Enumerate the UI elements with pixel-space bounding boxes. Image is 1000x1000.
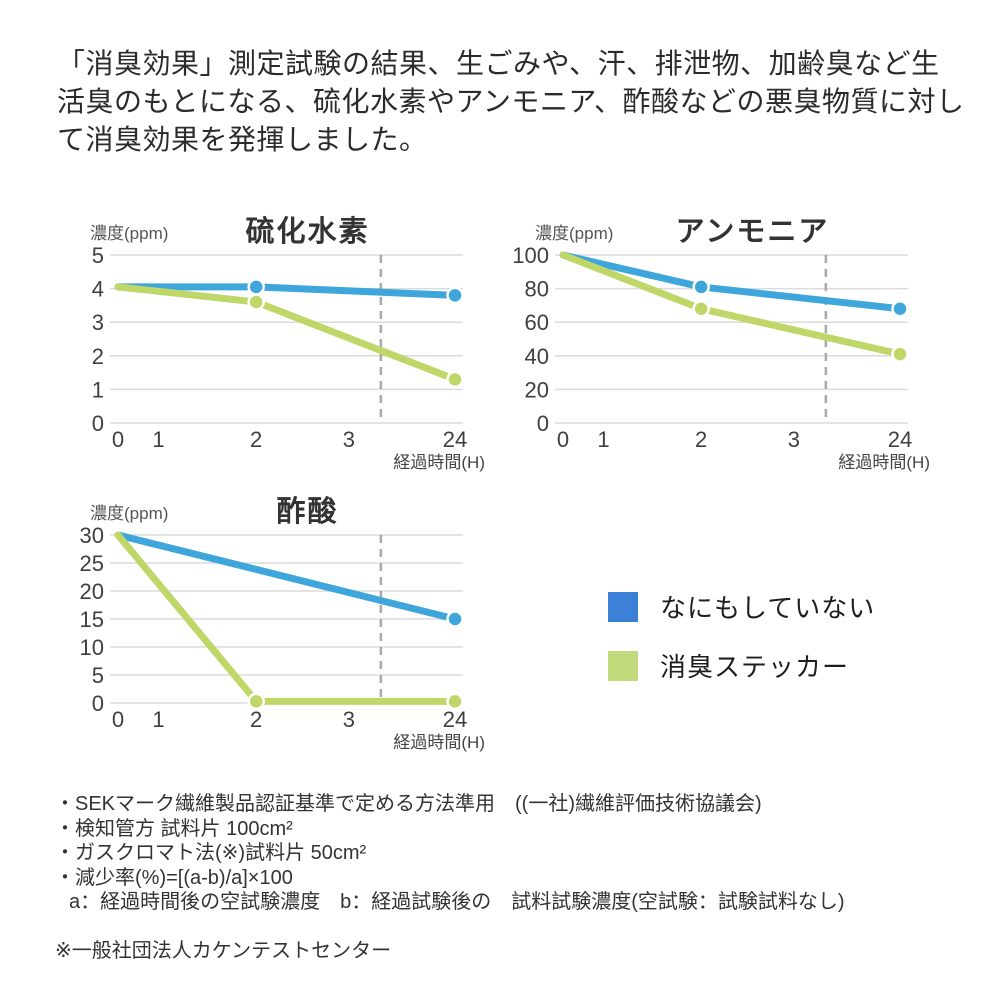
y-axis-unit-label: 濃度(ppm) xyxy=(90,504,169,523)
legend-item-untreated: なにもしていない xyxy=(608,588,875,625)
svg-text:20: 20 xyxy=(80,579,104,604)
note-line: ・検知管方 試料片 100cm² xyxy=(55,817,293,840)
svg-text:2: 2 xyxy=(695,427,707,452)
legend-swatch-untreated xyxy=(608,591,638,622)
svg-text:20: 20 xyxy=(525,377,549,402)
svg-text:1: 1 xyxy=(597,427,609,452)
legend-label: 消臭ステッカー xyxy=(660,652,850,682)
svg-text:80: 80 xyxy=(525,277,549,302)
svg-text:4: 4 xyxy=(92,277,104,302)
svg-text:60: 60 xyxy=(525,310,549,335)
svg-text:40: 40 xyxy=(525,344,549,369)
svg-text:1: 1 xyxy=(152,707,164,732)
svg-text:0: 0 xyxy=(92,691,104,716)
x-axis-label: 経過時間(H) xyxy=(393,733,485,752)
svg-text:5: 5 xyxy=(92,243,104,268)
svg-text:3: 3 xyxy=(343,707,355,732)
svg-text:3: 3 xyxy=(92,310,104,335)
svg-text:1: 1 xyxy=(152,427,164,452)
svg-text:0: 0 xyxy=(112,707,124,732)
svg-text:1: 1 xyxy=(92,377,104,402)
svg-text:10: 10 xyxy=(80,635,104,660)
svg-text:2: 2 xyxy=(250,707,262,732)
chart-title: 酢酸 xyxy=(276,496,339,528)
x-axis-label: 経過時間(H) xyxy=(838,453,930,472)
chart-hydrogen-sulfide: 濃度(ppm) 硫化水素 0 1 2 3 4 5 0 1 2 3 24 経過時間(H) xyxy=(60,208,505,480)
header-paragraph: 「消臭効果」測定試験の結果、生ごみや、汗、排泄物、加齢臭など生活臭のもとになる、… xyxy=(57,48,965,155)
svg-text:30: 30 xyxy=(80,523,104,548)
chart-acetic-acid: 濃度(ppm) 酢酸 0 5 10 15 20 25 30 0 1 2 3 24 経過時間(H) xyxy=(60,488,505,760)
svg-text:24: 24 xyxy=(888,427,912,452)
note-line: ・ガスクロマト法(※)試料片 50cm² xyxy=(55,842,367,864)
svg-text:2: 2 xyxy=(92,344,104,369)
chart-plot: 0 20 40 60 80 100 0 1 2 3 24 xyxy=(512,243,912,452)
svg-text:100: 100 xyxy=(512,243,549,268)
y-axis-unit-label: 濃度(ppm) xyxy=(535,224,614,243)
svg-text:3: 3 xyxy=(343,427,355,452)
svg-text:2: 2 xyxy=(250,427,262,452)
footnote-lab-note: ※一般社団法人カケンテストセンター xyxy=(55,939,392,962)
x-axis-label: 経過時間(H) xyxy=(393,453,485,472)
svg-text:0: 0 xyxy=(92,411,104,436)
legend-swatch-sticker xyxy=(608,650,638,681)
chart-ammonia: 濃度(ppm) アンモニア 0 20 40 60 80 100 0 1 2 3 24 経過時間(H) xyxy=(505,208,950,480)
svg-text:3: 3 xyxy=(788,427,800,452)
svg-text:5: 5 xyxy=(92,663,104,688)
note-line: ・SEKマーク繊維製品認証基準で定める方法準用 ((一社)繊維評価技術協議会) xyxy=(55,793,762,815)
note-line: a：経過時間後の空試験濃度 b：経過試験後の 試料試験濃度(空試験：試験試料なし… xyxy=(69,891,845,913)
chart-title: アンモニア xyxy=(675,216,830,248)
svg-text:24: 24 xyxy=(443,707,467,732)
svg-text:15: 15 xyxy=(80,607,104,632)
legend-label: なにもしていない xyxy=(660,593,876,623)
legend-item-sticker: 消臭ステッカー xyxy=(608,647,875,684)
svg-text:25: 25 xyxy=(80,551,104,576)
svg-text:0: 0 xyxy=(557,427,569,452)
chart-title: 硫化水素 xyxy=(245,216,370,248)
svg-text:0: 0 xyxy=(112,427,124,452)
legend: なにもしていない 消臭ステッカー xyxy=(608,588,875,706)
note-line: ・減少率(%)=[(a-b)/a]×100 xyxy=(55,866,293,889)
svg-text:0: 0 xyxy=(537,411,549,436)
test-method-notes: ・SEKマーク繊維製品認証基準で定める方法準用 ((一社)繊維評価技術協議会) … xyxy=(55,792,845,963)
svg-text:24: 24 xyxy=(443,427,467,452)
y-axis-unit-label: 濃度(ppm) xyxy=(90,224,169,243)
